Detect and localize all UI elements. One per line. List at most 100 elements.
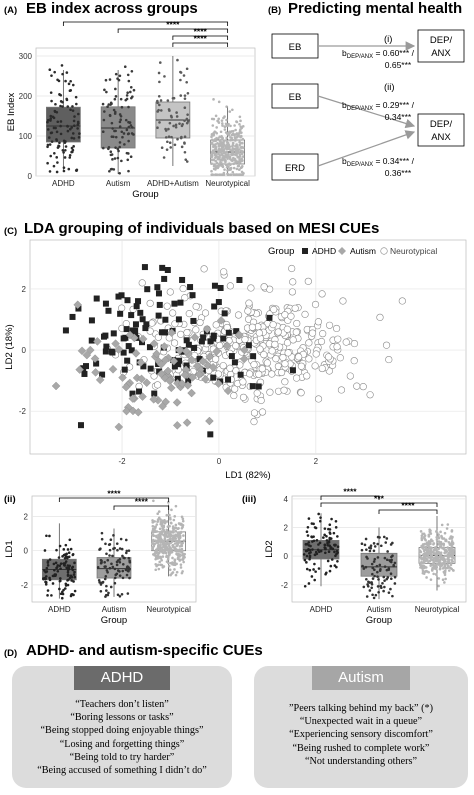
- neurotypical-point: [385, 355, 393, 364]
- panel-ii-data-point: [158, 544, 162, 548]
- panel-ii-data-point: [172, 531, 175, 534]
- panel-ii-data-point: [56, 569, 60, 573]
- panel-a-data-point: [240, 152, 244, 156]
- panel-ii-data-point: [121, 554, 124, 558]
- panel-a-data-point: [123, 143, 126, 146]
- adhd-point: [147, 365, 154, 372]
- panel-ii-data-point: [108, 554, 111, 557]
- panel-a-data-point: [50, 99, 53, 103]
- panel-ii-data-point: [177, 522, 181, 525]
- panel-ii-data-point: [165, 560, 169, 563]
- panel-iii-data-point: [305, 567, 309, 571]
- panel-a-data-point: [169, 146, 173, 149]
- neurotypical-point: [311, 300, 320, 309]
- panel-a-data-point: [118, 141, 122, 144]
- panel-a-data-point: [227, 152, 230, 156]
- autism-point: [73, 300, 82, 310]
- panel-a-box-adhd: [46, 106, 81, 143]
- panel-a-data-point: [75, 168, 79, 172]
- panel-ii-data-point: [100, 531, 104, 535]
- panel-ii-data-point: [173, 559, 177, 562]
- panel-iii-data-point: [302, 553, 306, 556]
- panel-iii-data-point: [427, 534, 431, 538]
- panel-iii-data-point: [307, 544, 311, 547]
- panel-ii-data-point: [48, 558, 52, 561]
- neurotypical-point: [283, 325, 291, 333]
- panel-iii-data-point: [325, 534, 328, 538]
- panel-ii-data-point: [105, 552, 108, 556]
- panel-ii-data-point: [169, 517, 172, 521]
- panel-ii-data-point: [162, 533, 165, 537]
- panel-a-data-point: [231, 132, 235, 136]
- panel-d-title: ADHD- and autism-specific CUEs: [26, 642, 263, 659]
- panel-a-data-point: [231, 170, 235, 174]
- panel-a-data-point: [221, 164, 225, 168]
- panel-ii-data-point: [127, 556, 131, 560]
- panel-a-data-point: [236, 164, 240, 168]
- panel-a-data-point: [113, 112, 117, 115]
- neurotypical-point: [231, 385, 239, 393]
- panel-a-data-point: [101, 102, 105, 106]
- panel-iii-data-point: [446, 523, 450, 526]
- neurotypical-point: [339, 297, 347, 305]
- panel-iii-data-point: [420, 558, 423, 561]
- adhd-point: [162, 329, 169, 336]
- panel-ii-data-point: [54, 561, 58, 565]
- autism-cue-list: ”Peers talking behind my back” (*) “Unexp…: [254, 702, 468, 768]
- panel-iii-data-point: [368, 589, 372, 592]
- panel-iii-data-point: [308, 554, 312, 558]
- panel-a-data-point: [212, 139, 216, 143]
- adhd-point: [266, 314, 273, 321]
- adhd-point: [156, 301, 163, 308]
- panel-iii-data-point: [312, 539, 316, 543]
- panel-a-data-point: [166, 99, 170, 102]
- neurotypical-point: [277, 368, 286, 377]
- panel-ii-data-point: [151, 539, 155, 543]
- panel-a-data-point: [185, 67, 189, 71]
- panel-iii-data-point: [371, 593, 374, 597]
- panel-a-significance-label: ****: [139, 18, 153, 23]
- panel-a-data-point: [239, 128, 242, 131]
- panel-a-data-point: [229, 136, 232, 139]
- panel-iii-data-point: [418, 563, 422, 567]
- panel-a-data-point: [156, 126, 159, 130]
- neurotypical-point: [288, 264, 296, 273]
- panel-a-data-point: [105, 90, 108, 94]
- panel-a-significance-bracket: [172, 35, 229, 40]
- panel-ii-data-point: [65, 552, 68, 556]
- panel-a-data-point: [59, 104, 62, 108]
- panel-a-data-point: [76, 120, 80, 124]
- panel-iii-data-point: [431, 567, 434, 571]
- neurotypical-point: [181, 294, 189, 302]
- adhd-point: [144, 286, 151, 293]
- panel-a-data-point: [75, 102, 78, 106]
- panel-a-data-point: [210, 135, 213, 139]
- panel-a-data-point: [109, 167, 113, 171]
- panel-a-data-point: [157, 71, 161, 75]
- neurotypical-point: [122, 320, 130, 328]
- panel-iii-data-point: [306, 534, 310, 537]
- panel-a-data-point: [77, 112, 80, 116]
- panel-ii-data-point: [168, 547, 172, 551]
- adhd-point: [141, 264, 148, 271]
- panel-iii-data-point: [391, 594, 394, 598]
- panel-iii-data-point: [308, 557, 311, 561]
- neurotypical-point: [177, 330, 185, 338]
- panel-iii-data-point: [426, 552, 430, 555]
- panel-iii-data-point: [390, 558, 393, 562]
- panel-iii-data-point: [420, 536, 424, 540]
- legend-adhd-label: ADHD: [312, 246, 336, 256]
- panel-ii-data-point: [107, 543, 111, 546]
- autism-point: [138, 392, 147, 401]
- neurotypical-point: [250, 409, 259, 417]
- panel-a-data-point: [111, 127, 114, 130]
- panel-a-data-point: [106, 105, 109, 109]
- autism-cue-item: “Experiencing sensory discomfort”: [289, 729, 433, 741]
- panel-ii-data-point: [151, 519, 154, 522]
- panel-a-data-point: [235, 145, 238, 148]
- panel-iii-data-point: [376, 575, 379, 578]
- adhd-point: [81, 370, 88, 377]
- panel-iii-data-point: [442, 546, 446, 550]
- panel-iii-data-point: [423, 535, 426, 538]
- neurotypical-point: [138, 279, 146, 287]
